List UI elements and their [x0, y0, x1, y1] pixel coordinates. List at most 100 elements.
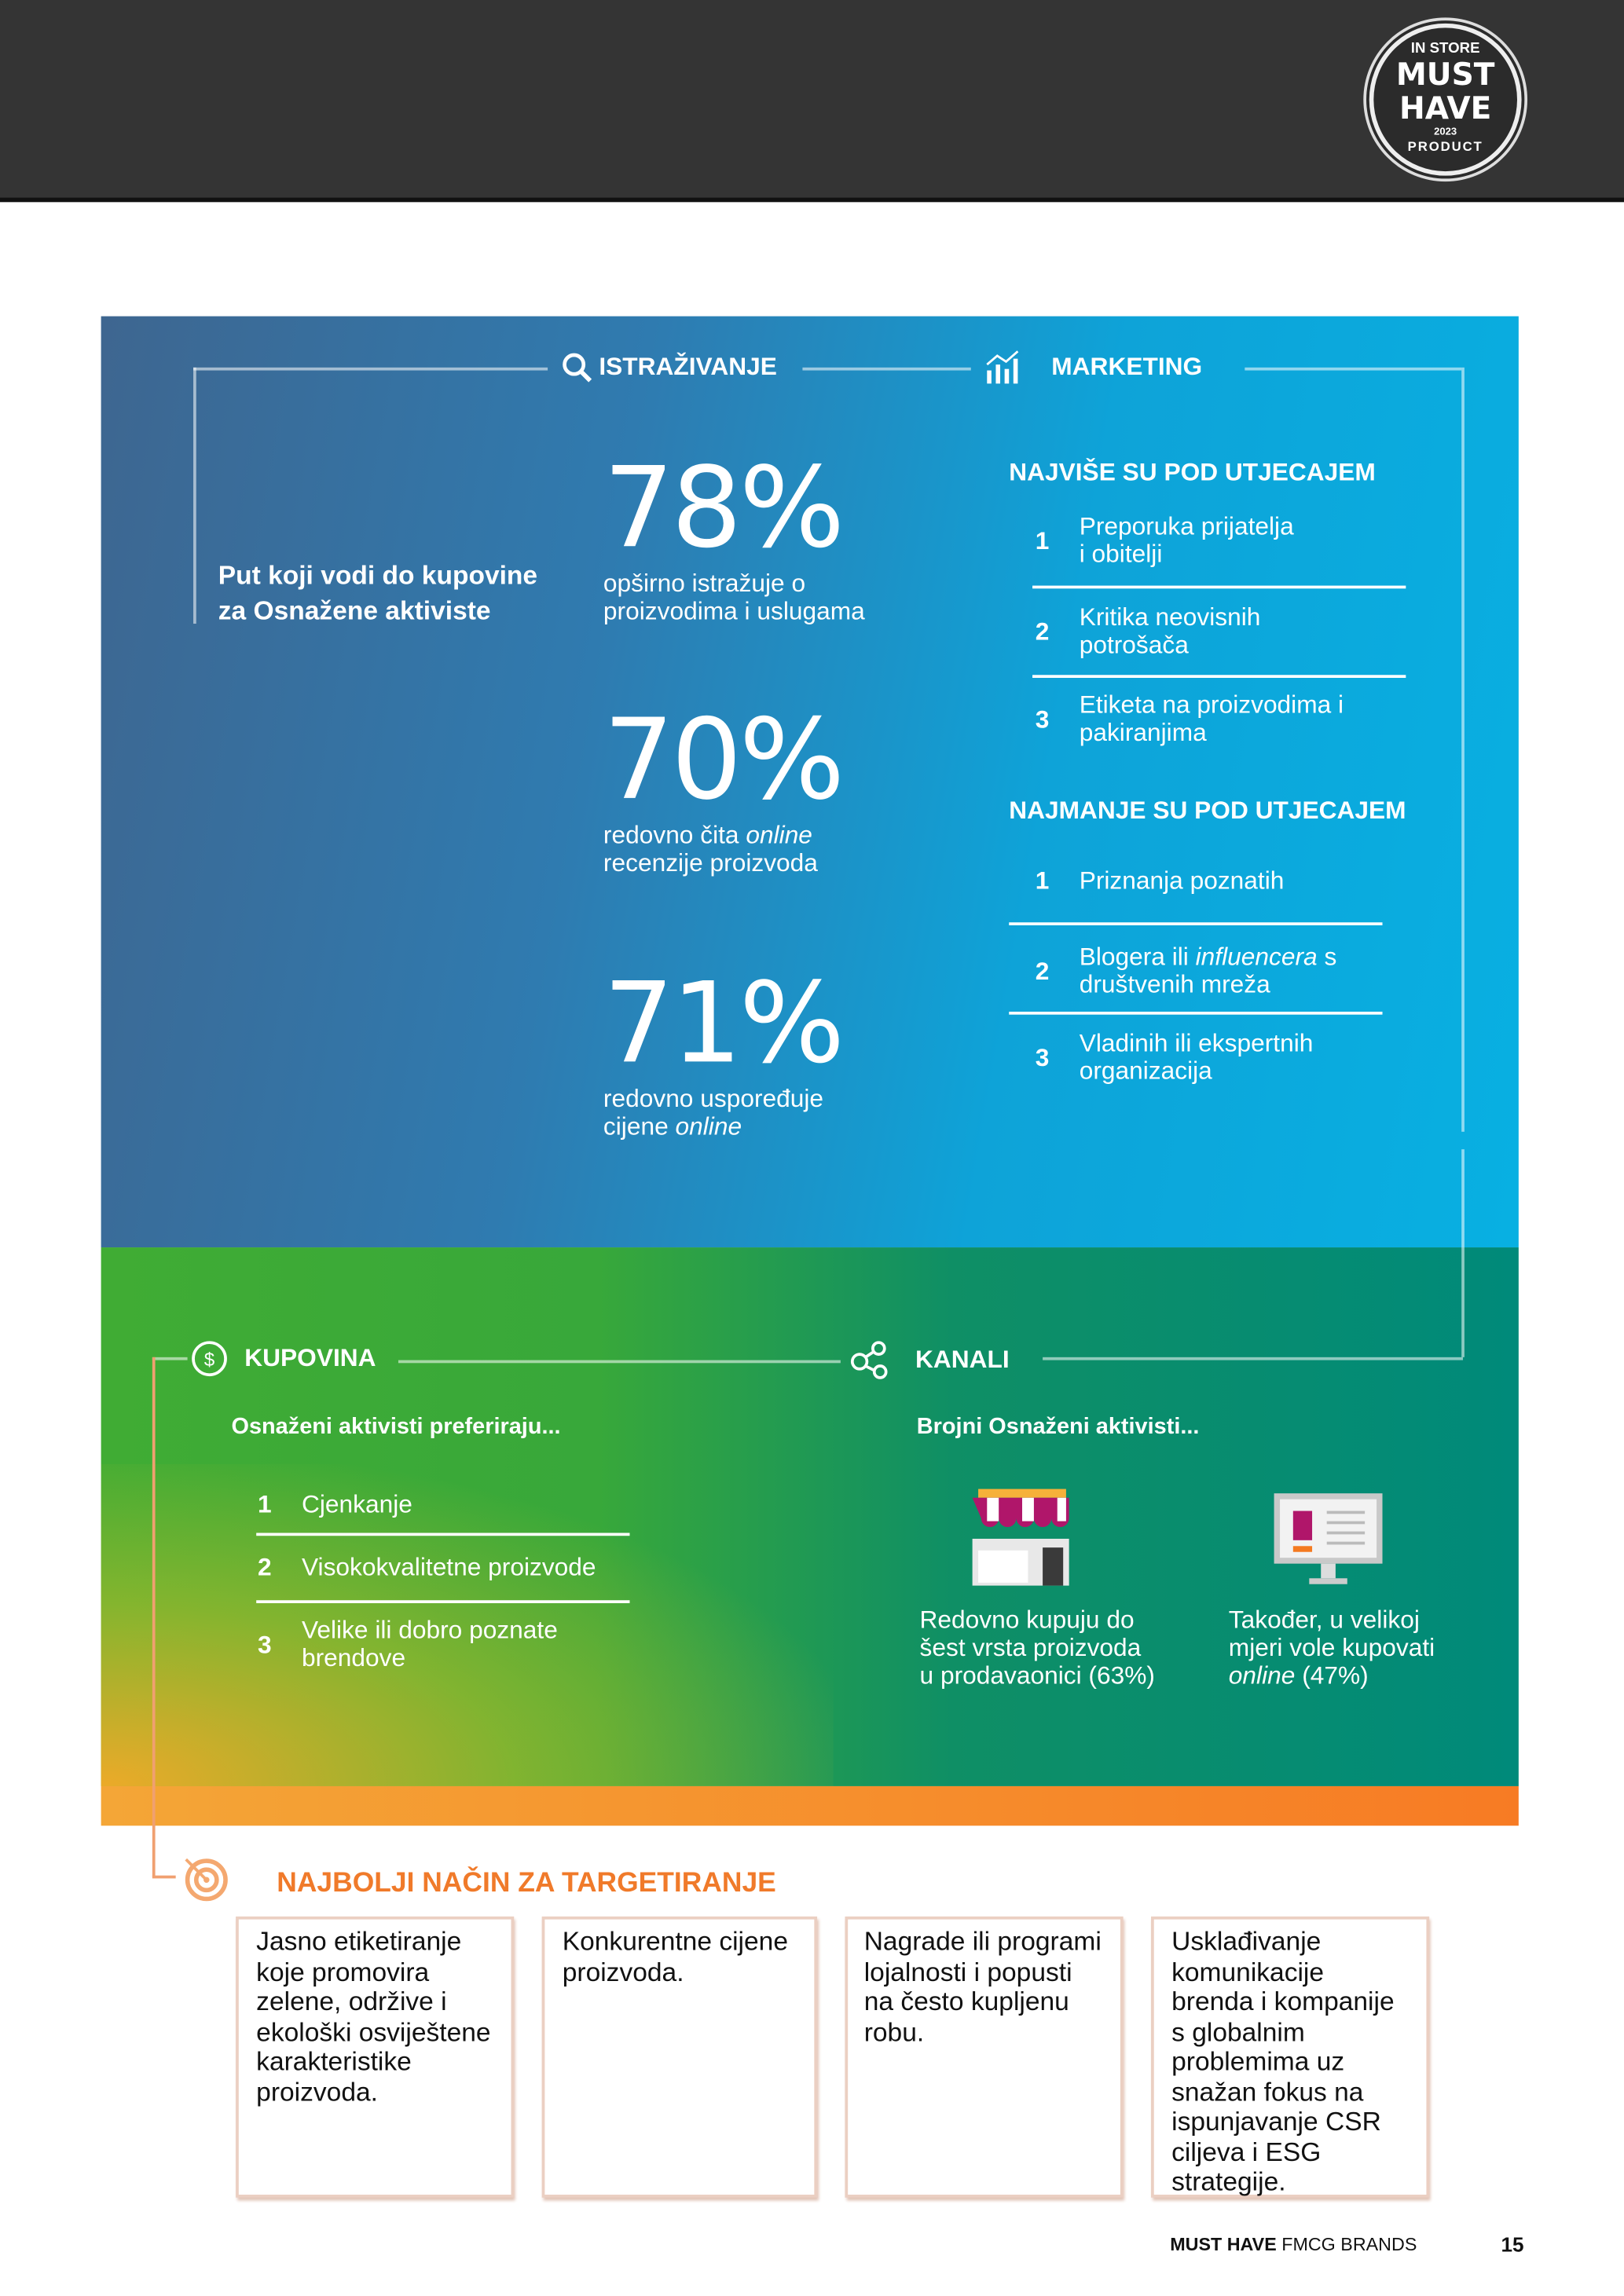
stat-prices: 71% redovno uspoređuje cijene online	[603, 957, 845, 1141]
rank-text: Visokokvalitetne proizvode	[301, 1553, 596, 1582]
rank-item: Blogera ili influencera s društvenih mrež…	[1080, 943, 1337, 998]
share-nodes-icon	[850, 1341, 888, 1379]
rank-text: pakiranjima	[1079, 719, 1207, 747]
rank-number: 2	[1035, 617, 1050, 646]
intro-text: Put koji vodi do kupovine za Osnažene ak…	[218, 558, 537, 628]
target-card: Konkurentne cijene proizvoda.	[541, 1916, 818, 2198]
rank-number: 3	[258, 1631, 272, 1659]
rank-text: potrošača	[1079, 631, 1189, 659]
stat-text: proizvodima i uslugama	[603, 597, 865, 625]
rank-item: Preporuka prijatelja i obitelji	[1080, 512, 1294, 568]
store-stat-text: šest vrsta proizvoda	[919, 1634, 1142, 1662]
target-icon	[185, 1858, 228, 1902]
store-stat-text: Redovno kupuju do	[919, 1606, 1135, 1635]
gradient-overlay	[101, 1463, 834, 1786]
badge-brand: IN STORE	[1410, 41, 1480, 57]
rank-text: Cjenkanje	[301, 1490, 412, 1518]
rank-item: Vladinih ili ekspertnih organizacija	[1080, 1029, 1314, 1085]
rank-text: Etiketa na proizvodima i	[1079, 690, 1344, 720]
rank-text: brendove	[301, 1644, 406, 1672]
flow-line	[1461, 367, 1464, 1132]
rank-number: 1	[258, 1490, 272, 1518]
purchase-heading: KUPOVINA	[244, 1344, 376, 1372]
rank-text: i obitelji	[1079, 540, 1163, 569]
marketing-heading: MARKETING	[1051, 353, 1203, 381]
flow-line	[193, 367, 548, 370]
online-stat-text: Također, u velikoj	[1228, 1606, 1420, 1635]
orange-strip	[101, 1785, 1519, 1826]
rank-text: Priznanja poznatih	[1079, 866, 1285, 895]
online-stat-text: mjeri vole kupovati	[1228, 1634, 1435, 1662]
rank-item: Velike ili dobro poznate brendove	[302, 1617, 558, 1672]
channels-heading: KANALI	[915, 1345, 1010, 1374]
divider	[1032, 675, 1406, 678]
rank-number: 2	[258, 1553, 272, 1582]
stat-text: redovno uspoređuje	[603, 1085, 824, 1113]
target-card: Nagrade ili programi lojalnosti i popust…	[845, 1916, 1124, 2198]
rank-number: 2	[1035, 957, 1050, 986]
research-marketing-panel	[101, 316, 1519, 1248]
rank-text: društvenih mreža	[1079, 970, 1270, 999]
flow-line	[398, 1360, 841, 1363]
bar-chart-icon	[986, 350, 1019, 384]
store-stat: Redovno kupuju do šest vrsta proizvoda u p…	[920, 1606, 1155, 1690]
flow-line	[152, 1357, 155, 1877]
target-card: Usklađivanje komunikacije brenda i kompa…	[1151, 1916, 1430, 2198]
stat-reviews: 70% redovno čita online recenzije proizv…	[603, 694, 845, 877]
rank-text: Velike ili dobro poznate	[301, 1616, 558, 1645]
rank-number: 1	[1035, 527, 1050, 555]
intro-line2: za Osnažene aktiviste	[218, 595, 491, 625]
stat-value: 78%	[603, 441, 845, 573]
online-stat-italic: online	[1228, 1661, 1296, 1690]
page-number: 15	[1501, 2232, 1524, 2257]
research-heading: ISTRAŽIVANJE	[599, 353, 777, 381]
rank-text: Preporuka prijatelja	[1079, 512, 1294, 540]
most-influenced-title: NAJVIŠE SU POD UTJECAJEM	[1009, 458, 1376, 486]
prefer-title: Osnaženi aktivisti preferiraju...	[231, 1414, 561, 1440]
flow-line	[152, 1875, 176, 1878]
divider	[1032, 585, 1406, 588]
flow-line	[1461, 1149, 1464, 1357]
flow-line	[1245, 367, 1462, 370]
footer-rest: FMCG BRANDS	[1276, 2234, 1417, 2255]
rank-number: 1	[1035, 866, 1050, 895]
rank-text: Vladinih ili ekspertnih	[1079, 1029, 1314, 1057]
stat-text-italic: online	[746, 821, 812, 850]
footer-bold: MUST HAVE	[1170, 2234, 1277, 2255]
stat-text: recenzije proizvoda	[603, 849, 818, 877]
rank-text: organizacija	[1079, 1056, 1212, 1086]
rank-text: Kritika neovisnih	[1079, 602, 1261, 632]
rank-item: Kritika neovisnih potrošača	[1080, 603, 1261, 659]
online-stat: Također, u velikoj mjeri vole kupovati onl…	[1229, 1606, 1435, 1690]
stat-value: 71%	[603, 957, 845, 1088]
rank-item: Etiketa na proizvodima i pakiranjima	[1080, 691, 1344, 747]
svg-text:$: $	[204, 1349, 215, 1371]
stat-research: 78% opširno istražuje o proizvodima i us…	[603, 441, 865, 625]
dollar-coin-icon: $	[192, 1341, 227, 1377]
rank-number: 3	[1035, 705, 1050, 734]
stat-value: 70%	[603, 694, 845, 825]
stat-text: cijene	[603, 1112, 676, 1141]
flow-line	[152, 1357, 188, 1360]
flow-line	[1043, 1357, 1464, 1360]
footer-title: MUST HAVE FMCG BRANDS	[1170, 2234, 1417, 2254]
badge-year: 2023	[1434, 127, 1457, 138]
least-influenced-title: NAJMANJE SU POD UTJECAJEM	[1009, 796, 1406, 825]
divider	[256, 1532, 630, 1536]
rank-number: 3	[1035, 1043, 1050, 1072]
flow-line	[802, 367, 971, 370]
badge-line3: PRODUCT	[1407, 139, 1483, 154]
store-icon	[972, 1489, 1069, 1586]
rank-text: s	[1317, 943, 1337, 971]
must-have-badge-logo: IN STORE MUST HAVE 2023 PRODUCT	[1369, 23, 1522, 176]
rank-text: Blogera ili	[1079, 943, 1196, 971]
stat-text: redovno čita	[603, 821, 746, 850]
flow-line	[193, 367, 196, 624]
search-icon	[563, 353, 592, 383]
badge-line2: HAVE	[1399, 90, 1492, 126]
targeting-title: NAJBOLJI NAČIN ZA TARGETIRANJE	[277, 1868, 776, 1899]
divider	[256, 1600, 630, 1603]
store-stat-text: u prodavaonici (63%)	[919, 1661, 1155, 1690]
badge-line1: MUST	[1395, 57, 1495, 93]
stat-text: opširno istražuje o	[603, 569, 806, 598]
